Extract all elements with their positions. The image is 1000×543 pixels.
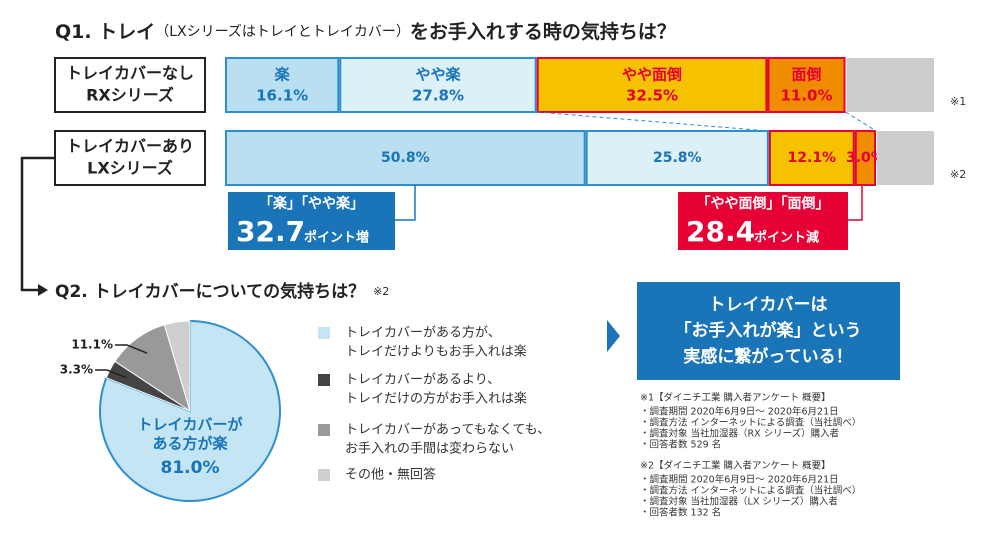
message-line: 実感に繋がっている！ <box>683 346 852 367</box>
value-label: 25.8% <box>653 150 702 166</box>
row-label: LXシリーズ <box>87 159 173 178</box>
annotation-label: 「楽」「やや楽」 <box>259 195 364 212</box>
bar-segment <box>585 130 769 186</box>
legend-label: その他・無回答 <box>345 467 436 483</box>
bar-segment <box>846 58 934 112</box>
row-note: ※2 <box>950 168 966 181</box>
annotation-value: 32.7 <box>236 215 305 248</box>
note-line: ・調査期間 2020年6月9日～ 2020年6月21日 <box>640 474 839 486</box>
bar-segment <box>768 130 855 186</box>
annotation-unit: ポイント減 <box>754 230 819 246</box>
pie-slice <box>163 320 191 412</box>
note-line: ・調査方法 インターネットによる調査（当社調べ） <box>640 485 861 497</box>
connector <box>20 156 55 292</box>
row-label-box <box>54 57 206 113</box>
annotation-connector <box>395 185 416 221</box>
q1-title-end: をお手入れする時の気持ちは？ <box>410 20 676 43</box>
segment-name: やや面倒 <box>622 66 682 84</box>
bar-segment <box>225 57 340 113</box>
message-line: トレイカバーは <box>709 295 828 315</box>
pie-inner-label: ある方が楽 <box>152 435 228 453</box>
pie-value-label: 3.3% <box>60 363 93 377</box>
value-label: 50.8% <box>381 150 430 166</box>
q2-title-main: Q2. トレイカバーについての気持ちは？ <box>55 281 365 302</box>
message-line: 「お手入れが楽」という <box>675 320 862 341</box>
segment-name: 楽 <box>275 66 291 84</box>
notes: ※1【ダイニチ工業 購入者アンケート 概要】・調査期間 2020年6月9日～ 2… <box>640 392 861 519</box>
note-line: ・回答者数 529 名 <box>640 439 721 451</box>
value-label: 32.5% <box>626 87 678 105</box>
annotation-label: 「やや面倒」「面倒」 <box>697 195 830 212</box>
annotation-unit: ポイント増 <box>304 230 369 246</box>
q2-title: Q2. トレイカバーについての気持ちは？ ※2 <box>55 281 389 302</box>
q2-title-note: ※2 <box>373 285 389 298</box>
pie-inner-label: トレイカバーが <box>137 416 243 434</box>
legend-swatch <box>318 424 330 436</box>
legend-label: トレイだけの方がお手入れは楽 <box>345 391 527 407</box>
q1-title-main: Q1. トレイ <box>55 21 155 43</box>
annotation-box <box>678 192 848 250</box>
legend-swatch <box>318 469 330 481</box>
segment-name: 面倒 <box>791 66 821 84</box>
q1-title-note: （LXシリーズはトレイとトレイカバー） <box>155 24 410 40</box>
message-box <box>637 282 900 380</box>
q1-title: Q1. トレイ（LXシリーズはトレイとトレイカバー）をお手入れする時の気持ちは？ <box>55 20 676 43</box>
bar-segment <box>767 57 846 113</box>
bar-segment <box>877 131 934 185</box>
legend-label: トレイカバーがあってもなくても、 <box>345 423 550 438</box>
row-label: トレイカバーあり <box>66 137 194 156</box>
value-label: 16.1% <box>256 87 308 105</box>
bar-segment <box>854 130 877 186</box>
leader-line <box>95 369 127 379</box>
legend-label: トレイカバーがある方が、 <box>345 325 501 341</box>
note-line: ・回答者数 132 名 <box>640 507 721 519</box>
annotation-connector <box>848 185 863 221</box>
value-label: 3.0% <box>846 150 885 166</box>
bar-segment <box>536 57 768 113</box>
leader-line <box>115 344 148 354</box>
value-label: 11.0% <box>780 87 832 105</box>
segment-name: やや楽 <box>415 66 461 84</box>
note-heading: ※2【ダイニチ工業 購入者アンケート 概要】 <box>640 460 831 472</box>
annotation-box <box>228 192 395 250</box>
arrow-head <box>38 284 48 296</box>
guide-line <box>536 111 769 132</box>
row-note: ※1 <box>950 95 966 108</box>
legend-swatch <box>318 374 330 386</box>
bar-segment <box>339 57 537 113</box>
legend-swatch <box>318 327 330 339</box>
pointer-arrow <box>607 320 620 352</box>
row-label-box <box>54 130 206 186</box>
row-label: RXシリーズ <box>86 86 174 105</box>
value-label: 27.8% <box>412 87 464 105</box>
note-line: ・調査期間 2020年6月9日～ 2020年6月21日 <box>640 406 839 418</box>
note-line: ・調査方法 インターネットによる調査（当社調べ） <box>640 417 861 429</box>
legend-label: お手入れの手間は変わらない <box>345 441 514 457</box>
note-heading: ※1【ダイニチ工業 購入者アンケート 概要】 <box>640 392 831 404</box>
annotation-value: 28.4 <box>686 215 755 248</box>
legend-label: トレイだけよりもお手入れは楽 <box>345 344 527 360</box>
note-line: ・調査対象 当社加湿器（LX シリーズ）購入者 <box>640 496 838 508</box>
note-line: ・調査対象 当社加湿器（RX シリーズ）購入者 <box>640 428 839 440</box>
legend-label: トレイカバーがあるより、 <box>345 373 500 388</box>
bar-segment <box>225 130 586 186</box>
row-label: トレイカバーなし <box>66 64 194 83</box>
guide-line <box>845 111 877 132</box>
pie-value-label: 11.1% <box>71 338 113 352</box>
pie-value-label: 81.0% <box>161 458 220 478</box>
value-label: 12.1% <box>788 150 837 166</box>
